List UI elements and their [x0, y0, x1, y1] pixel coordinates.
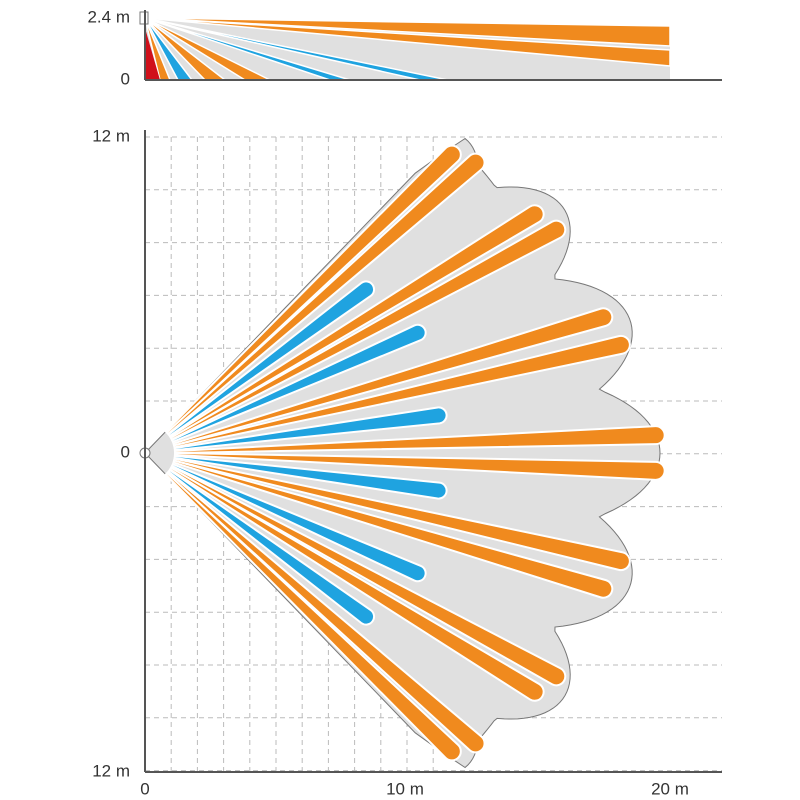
beam: [172, 307, 614, 447]
beam: [172, 457, 631, 572]
side-view: [139, 11, 671, 81]
beam: [170, 323, 427, 444]
beam: [173, 454, 448, 500]
beam: [173, 452, 666, 481]
top-x-label: 0: [140, 779, 149, 798]
side-beam: [144, 17, 671, 47]
top-x-label: 10 m: [386, 779, 424, 798]
beam: [173, 425, 666, 454]
beam: [170, 462, 427, 583]
top-view: [139, 137, 666, 769]
top-y-label: 12 m: [92, 761, 130, 780]
side-blind-zone: [145, 28, 160, 80]
beam: [168, 466, 545, 702]
beam: [164, 471, 462, 762]
side-y-label: 2.4 m: [87, 7, 130, 26]
beam: [172, 334, 631, 449]
beam: [164, 144, 462, 435]
side-y-label: 0: [121, 69, 130, 88]
beam: [167, 280, 376, 438]
side-beam: [144, 17, 671, 67]
beam: [165, 470, 486, 754]
beam: [173, 406, 448, 452]
beam: [169, 465, 567, 687]
beam: [165, 152, 486, 436]
beam: [172, 459, 614, 599]
coverage-area: [144, 137, 661, 769]
top-y-label: 12 m: [92, 126, 130, 145]
top-y-label: 0: [121, 442, 130, 461]
beam: [169, 219, 567, 441]
beam: [168, 204, 545, 440]
beam: [167, 468, 376, 626]
top-x-label: 20 m: [651, 779, 689, 798]
